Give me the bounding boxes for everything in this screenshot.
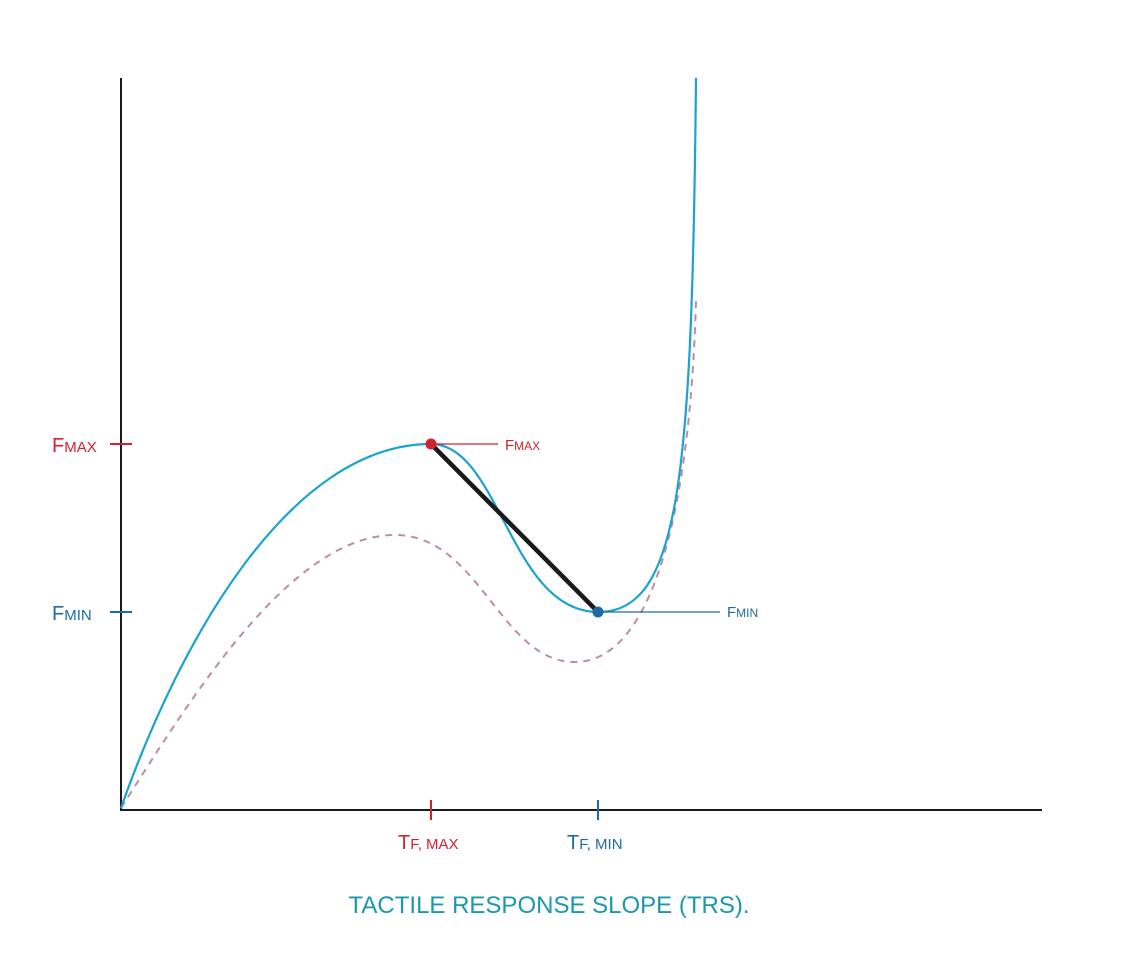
tfmax-axis-label: TF, MAX	[398, 832, 459, 854]
dashed-return-curve	[120, 299, 697, 809]
fmax-axis-label: FMAX	[52, 435, 97, 457]
tactile-slope-chord	[428, 441, 601, 615]
fmin-point-label: FMIN	[727, 604, 758, 621]
fmax-point	[425, 438, 437, 450]
diagram-title: TACTILE RESPONSE SLOPE (TRS).	[349, 892, 750, 919]
fmin-axis-label: FMIN	[52, 603, 92, 625]
tfmin-axis-label: TF, MIN	[567, 832, 623, 854]
fmax-point-label: FMAX	[505, 437, 540, 454]
force-curve	[119, 77, 698, 809]
fmin-point	[592, 606, 604, 618]
